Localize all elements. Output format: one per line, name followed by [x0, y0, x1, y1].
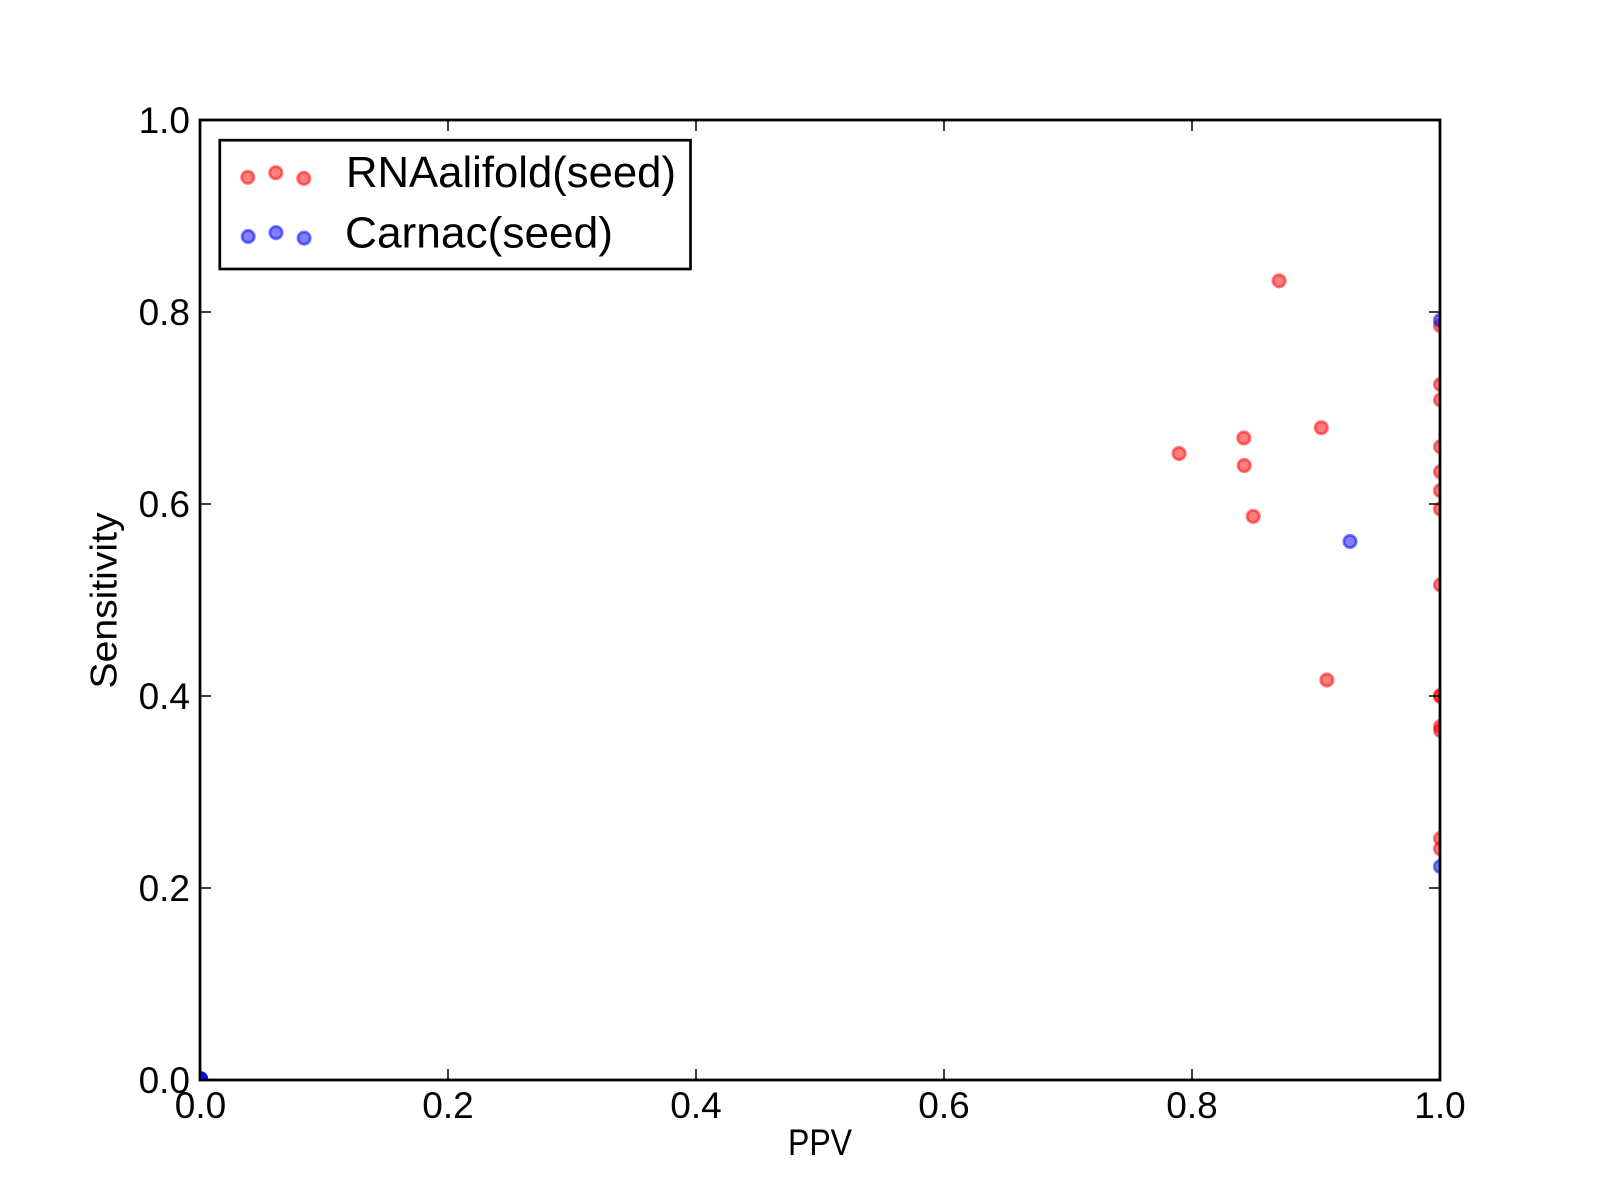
svg-text:0.0: 0.0: [139, 1060, 190, 1101]
svg-text:0.8: 0.8: [139, 292, 190, 333]
svg-text:0.8: 0.8: [1166, 1085, 1217, 1126]
svg-text:0.4: 0.4: [139, 676, 190, 717]
svg-text:0.2: 0.2: [422, 1085, 473, 1126]
svg-text:0.0: 0.0: [175, 1085, 226, 1126]
svg-text:1.0: 1.0: [139, 100, 190, 141]
svg-text:Carnac(seed): Carnac(seed): [345, 209, 613, 257]
svg-text:0.6: 0.6: [918, 1085, 969, 1126]
svg-text:RNAalifold(seed): RNAalifold(seed): [346, 149, 676, 197]
svg-text:Sensitivity: Sensitivity: [84, 512, 125, 689]
svg-text:1.0: 1.0: [1414, 1085, 1465, 1126]
svg-text:0.4: 0.4: [670, 1085, 721, 1126]
svg-text:PPV: PPV: [788, 1122, 852, 1163]
svg-text:0.6: 0.6: [139, 484, 190, 525]
svg-text:0.2: 0.2: [139, 868, 190, 909]
